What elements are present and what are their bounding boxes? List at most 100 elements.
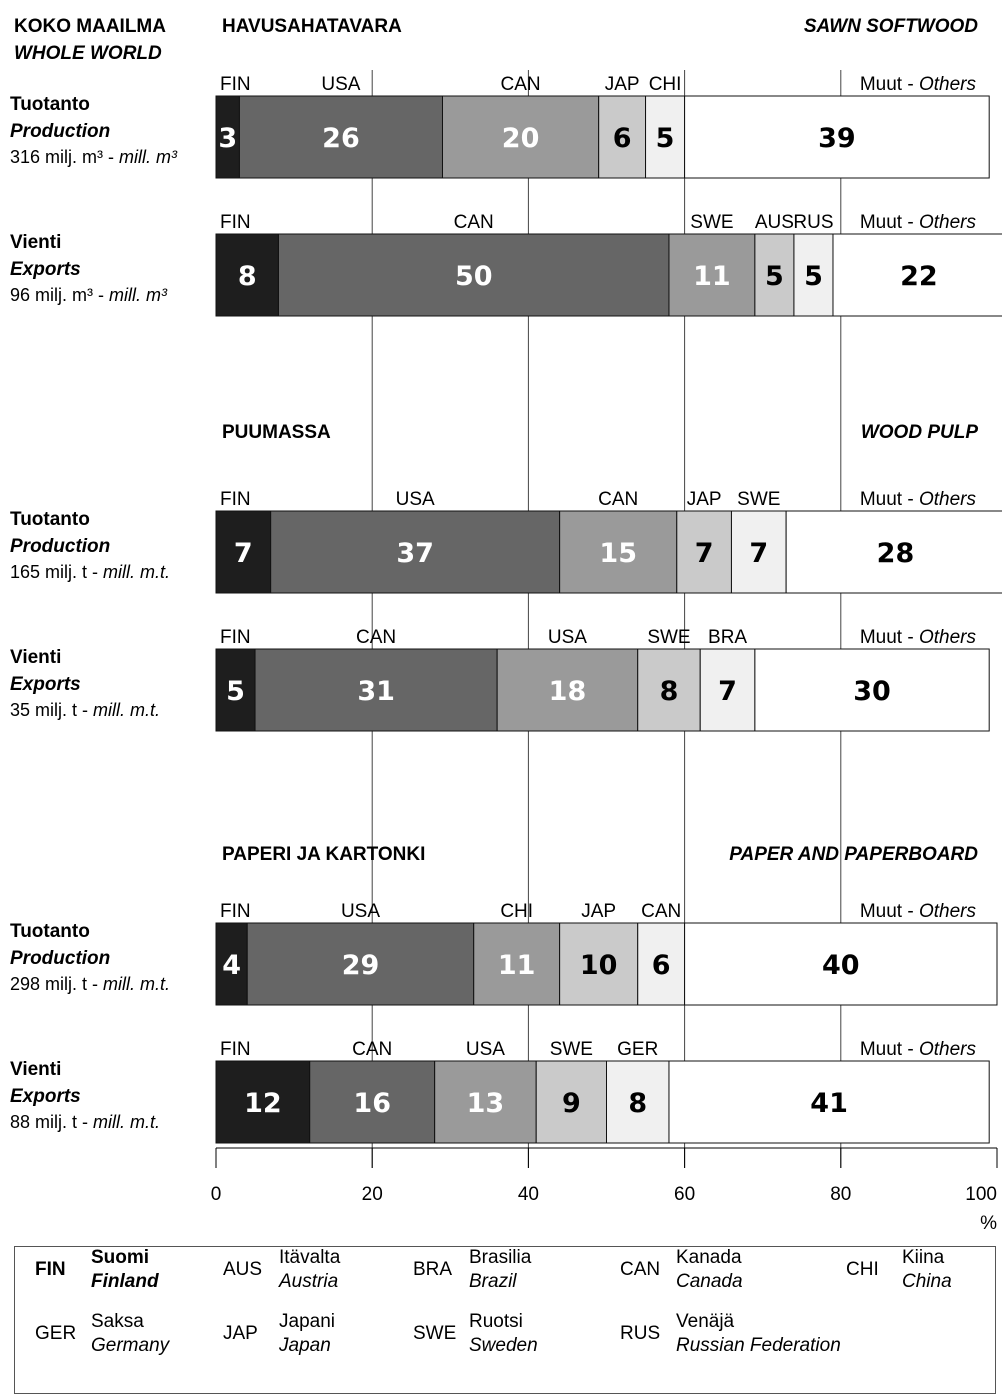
- country-label: FIN: [220, 901, 251, 922]
- country-label: Muut -: [860, 901, 919, 922]
- legend-code: CHI: [846, 1259, 879, 1280]
- row-total-fi: 88 milj. t -: [10, 1112, 93, 1132]
- country-label-others: Muut - Others: [860, 1039, 977, 1060]
- legend-fi: Itävalta: [279, 1247, 341, 1268]
- legend-fi: Suomi: [91, 1247, 150, 1268]
- bar-segment: [684, 95, 990, 179]
- legend-fi: Venäjä: [676, 1311, 735, 1332]
- country-label: SWE: [690, 212, 733, 233]
- section-title-en: PAPER AND PAPERBOARD: [729, 844, 978, 865]
- legend-en: Sweden: [469, 1335, 538, 1356]
- row-label-fi: Tuotanto: [10, 921, 90, 942]
- row-label-en: Exports: [10, 1086, 81, 1107]
- country-label-others: Muut - Others: [860, 212, 977, 233]
- country-label-others: Muut - Others: [860, 74, 977, 95]
- section-title-en: SAWN SOFTWOOD: [804, 16, 978, 37]
- bar-segment: [645, 95, 686, 179]
- bar-value-label: 5: [226, 676, 245, 707]
- country-label: CAN: [501, 74, 541, 95]
- bar-segment: [754, 233, 795, 317]
- bar-value-label: 11: [693, 261, 731, 292]
- bar-value-label: 7: [695, 538, 714, 569]
- country-label: Muut -: [860, 489, 919, 510]
- x-tick-label: 40: [518, 1184, 539, 1205]
- legend-en: Brazil: [469, 1271, 517, 1292]
- bar-segment: [215, 1060, 311, 1144]
- bar-value-label: 39: [818, 123, 856, 154]
- country-label: FIN: [220, 1039, 251, 1060]
- bar-segment: [668, 1060, 990, 1144]
- country-label: USA: [466, 1039, 505, 1060]
- row-label-fi: Tuotanto: [10, 509, 90, 530]
- bar-value-label: 37: [396, 538, 434, 569]
- row-label-fi: Vienti: [10, 232, 61, 253]
- x-tick-label: 60: [674, 1184, 695, 1205]
- row-total-en: mill. m.t.: [93, 700, 160, 720]
- bar-value-label: 16: [353, 1088, 391, 1119]
- legend-code: BRA: [413, 1259, 453, 1280]
- row-total-en: mill. m.t.: [93, 1112, 160, 1132]
- bar-segment: [254, 648, 498, 732]
- legend-en: Canada: [676, 1271, 743, 1292]
- bar-value-label: 7: [234, 538, 253, 569]
- country-legend: FIN Suomi Finland AUS Itävalta Austria BRA Bras…: [14, 1246, 996, 1394]
- country-label: CAN: [454, 212, 494, 233]
- row-total-fi: 298 milj. t -: [10, 974, 103, 994]
- section-title-fi: PAPERI JA KARTONKI: [222, 844, 425, 865]
- country-label: CAN: [352, 1039, 392, 1060]
- country-label-en: Others: [919, 1039, 977, 1060]
- bar-segment: [473, 922, 561, 1006]
- x-tick-label: 100: [965, 1184, 997, 1205]
- country-label: USA: [548, 627, 587, 648]
- row-label-fi: Vienti: [10, 647, 61, 668]
- bar-value-label: 31: [357, 676, 395, 707]
- section-title-fi: PUUMASSA: [222, 422, 331, 443]
- bar-segment: [606, 1060, 670, 1144]
- bar-value-label: 5: [656, 123, 675, 154]
- legend-en: Germany: [91, 1335, 170, 1356]
- bar-value-label: 12: [244, 1088, 282, 1119]
- bar-value-label: 6: [613, 123, 632, 154]
- row-total-en: mill. m.t.: [103, 562, 170, 582]
- bar-segment: [559, 510, 678, 594]
- bar-segment: [730, 510, 787, 594]
- country-label: CHI: [500, 901, 533, 922]
- bar-segment: [215, 510, 272, 594]
- bar-value-label: 26: [322, 123, 360, 154]
- bar-segment: [246, 922, 475, 1006]
- legend-code: FIN: [35, 1259, 66, 1280]
- legend-fi: Ruotsi: [469, 1311, 523, 1332]
- bar-segment: [699, 648, 756, 732]
- legend-code: AUS: [223, 1259, 263, 1280]
- legend-en: China: [902, 1271, 952, 1292]
- legend-en: Austria: [279, 1271, 339, 1292]
- row-total: 88 milj. t - mill. m.t.: [10, 1112, 160, 1132]
- bar-value-label: 40: [822, 950, 860, 981]
- bar-value-label: 50: [455, 261, 493, 292]
- country-label: RUS: [793, 212, 833, 233]
- bar-value-label: 3: [218, 123, 237, 154]
- bar-segment: [434, 1060, 537, 1144]
- country-label: Muut -: [860, 74, 919, 95]
- bar-segment: [754, 648, 990, 732]
- row-total: 298 milj. t - mill. m.t.: [10, 974, 170, 994]
- row-label-en: Production: [10, 121, 110, 142]
- bar-segment: [676, 510, 732, 594]
- row-label-fi: Vienti: [10, 1059, 61, 1080]
- country-label: Muut -: [860, 627, 919, 648]
- row-total-fi: 35 milj. t -: [10, 700, 93, 720]
- legend-code: CAN: [620, 1259, 661, 1280]
- legend-code: GER: [35, 1323, 77, 1344]
- bar-value-label: 9: [562, 1088, 581, 1119]
- bar-segment: [598, 95, 647, 179]
- country-label: Muut -: [860, 1039, 919, 1060]
- row-total-en: mill. m³: [119, 147, 178, 167]
- row-total-en: mill. m.t.: [103, 974, 170, 994]
- bar-value-label: 20: [502, 123, 540, 154]
- country-label: BRA: [708, 627, 747, 648]
- country-label: SWE: [647, 627, 690, 648]
- row-total: 35 milj. t - mill. m.t.: [10, 700, 160, 720]
- x-axis: 0 20 40 60 80 100%: [211, 1147, 998, 1234]
- bar-value-label: 13: [467, 1088, 505, 1119]
- country-label-others: Muut - Others: [860, 901, 977, 922]
